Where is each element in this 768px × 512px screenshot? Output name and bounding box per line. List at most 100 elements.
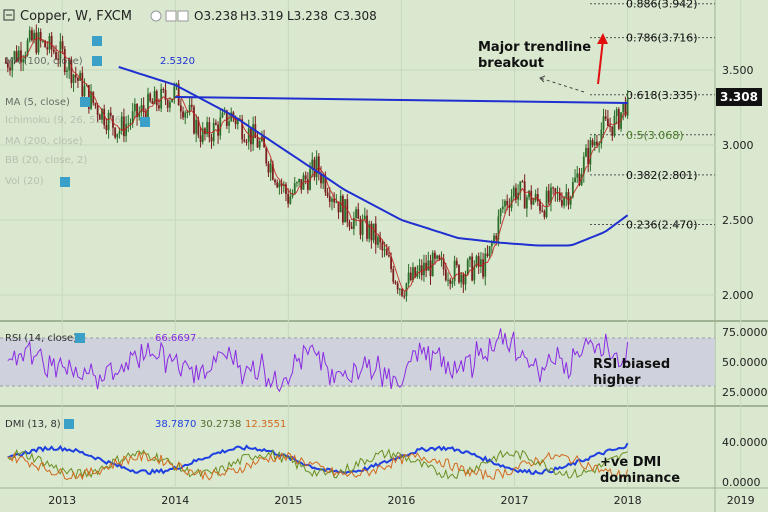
candle-body (87, 85, 90, 109)
candle-body (331, 198, 333, 202)
eye-icon[interactable] (75, 333, 85, 343)
candle-body (366, 215, 368, 239)
candle-body (234, 117, 237, 125)
candle-body (188, 104, 191, 113)
candle-body (508, 205, 511, 208)
candle-body (46, 47, 49, 50)
candle-body (368, 223, 371, 239)
candle-body (68, 59, 71, 71)
ma100-value: 2.5320 (160, 56, 195, 67)
visibility-icon[interactable] (150, 10, 162, 22)
candle-body (169, 102, 171, 108)
candle-body (116, 133, 119, 138)
candle-body (401, 288, 403, 296)
eye-icon[interactable] (92, 56, 102, 66)
dmi-tick-label: 0.0000 (722, 476, 761, 489)
candle-body (407, 272, 410, 284)
candle-body (151, 101, 154, 104)
eye-icon[interactable] (64, 419, 74, 429)
candle-body (258, 141, 261, 148)
candle-body (197, 119, 200, 136)
fib-label: 0.382(2.801) (626, 169, 698, 182)
candle-body (567, 192, 570, 205)
candle-body (291, 193, 294, 197)
candle-body (377, 236, 379, 245)
candle-body (574, 177, 576, 182)
y-tick-label: 3.000 (722, 139, 754, 152)
rsi-value: 66.6697 (155, 333, 196, 344)
ma100-legend[interactable]: MA (100, close) (5, 56, 83, 67)
candle-body (313, 159, 316, 178)
candle-body (622, 102, 625, 113)
candle-body (199, 135, 202, 142)
dmi-legend[interactable]: DMI (13, 8) (5, 419, 61, 430)
axes: 2013 2014 2015 2016 2017 2018 2019 2.000 2.500 3.… (48, 64, 767, 507)
candle-body (44, 40, 46, 48)
candle-body (153, 91, 156, 104)
x-tick-label: 2019 (727, 494, 755, 507)
candle-body (512, 187, 515, 197)
candle-body (530, 190, 533, 205)
eye-icon[interactable] (60, 177, 70, 187)
faded-legend-4[interactable]: Vol (20) (5, 176, 44, 187)
candle-body (66, 70, 68, 72)
candle-body (475, 256, 478, 267)
symbol-title[interactable]: Copper, W, FXCM (20, 9, 132, 24)
faded-legend-3[interactable]: BB (20, close, 2) (5, 155, 87, 166)
candle-body (596, 141, 598, 145)
candle-body (532, 200, 535, 205)
eye-icon[interactable] (92, 36, 102, 46)
candle-body (11, 59, 14, 71)
candle-body (61, 41, 64, 49)
candle-body (166, 99, 169, 108)
candle-body (72, 74, 75, 83)
candle-body (464, 274, 467, 285)
candle-body (501, 206, 504, 210)
candle-body (298, 179, 301, 183)
candle-body (81, 72, 84, 97)
candle-body (357, 209, 360, 219)
candle-body (440, 258, 443, 260)
candle-body (493, 235, 495, 244)
rsi-tick-label: 25.0000 (722, 386, 768, 399)
up-arrow (597, 39, 604, 85)
candle-body (587, 148, 590, 165)
candle-body (278, 183, 281, 188)
candle-body (59, 41, 62, 60)
candle-body (90, 91, 92, 109)
candle-body (274, 179, 276, 183)
eye-icon[interactable] (140, 117, 150, 127)
candle-body (28, 30, 31, 41)
candle-body (131, 111, 134, 123)
candle-body (236, 119, 239, 125)
candle-body (609, 125, 611, 127)
collapse-icon[interactable] (3, 9, 15, 21)
candle-body (317, 156, 320, 174)
eye-icon[interactable] (80, 97, 90, 107)
candle-body (473, 266, 476, 281)
settings-icon[interactable] (165, 10, 177, 22)
candle-body (138, 112, 141, 118)
rsi-line (7, 328, 629, 393)
ma5-legend[interactable]: MA (5, close) (5, 97, 70, 108)
rsi-legend[interactable]: RSI (14, close) (5, 333, 77, 344)
candle-body (144, 111, 147, 121)
candle-body (571, 181, 574, 197)
faded-legend-2[interactable]: MA (200, close) (5, 136, 83, 147)
up-arrow-head (597, 33, 608, 44)
trendline (175, 96, 628, 104)
candle-body (118, 130, 121, 134)
more-icon[interactable] (177, 10, 189, 22)
candle-body (547, 190, 550, 203)
candle-body (22, 58, 25, 63)
x-tick-label: 2013 (48, 494, 76, 507)
candle-body (536, 193, 539, 202)
candle-body (70, 59, 73, 83)
candle-body (591, 140, 594, 146)
candle-body (85, 85, 88, 87)
faded-legend-1[interactable]: Ichimoku (9, 26, 52, 26) (5, 115, 125, 126)
breakout-pointer-head (539, 75, 546, 83)
candle-body (589, 140, 592, 165)
fib-label: 0.886(3.942) (626, 0, 698, 11)
